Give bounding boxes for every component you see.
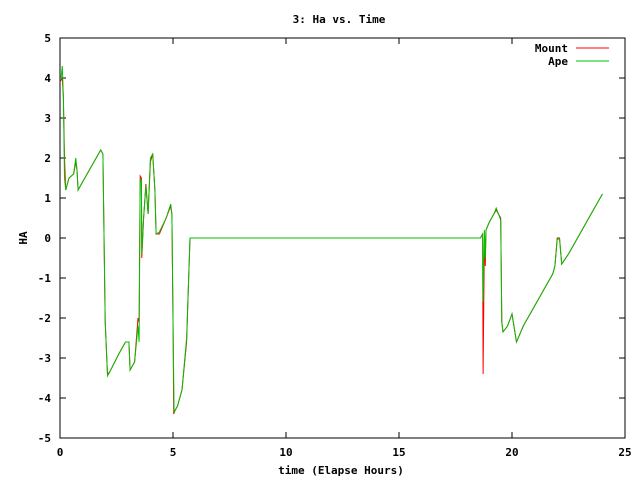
- y-tick-label: -3: [38, 352, 51, 365]
- y-tick-label: 5: [44, 32, 51, 45]
- y-tick-label: -4: [38, 392, 52, 405]
- y-tick-label: -1: [38, 272, 52, 285]
- series-line-ape: [60, 65, 603, 414]
- y-tick-label: 4: [44, 72, 51, 85]
- legend-label-ape: Ape: [548, 55, 568, 68]
- legend-label-mount: Mount: [535, 42, 568, 55]
- series-layer: [59, 65, 603, 415]
- x-tick-label: 15: [392, 446, 405, 459]
- y-tick-label: -5: [38, 432, 51, 445]
- y-tick-label: 1: [44, 192, 51, 205]
- y-tick-label: -2: [38, 312, 51, 325]
- x-axis-label: time (Elapse Hours): [278, 464, 404, 477]
- x-tick-label: 0: [57, 446, 64, 459]
- x-tick-label: 10: [279, 446, 292, 459]
- y-tick-label: 2: [44, 152, 51, 165]
- y-tick-label: 3: [44, 112, 51, 125]
- axis-ticks: 0 5 10 15 20 25 -5 -4 -3 -2 -1 0 1 2 3 4 5: [38, 32, 632, 459]
- x-tick-label: 25: [618, 446, 631, 459]
- x-tick-label: 20: [505, 446, 518, 459]
- x-tick-label: 5: [170, 446, 177, 459]
- y-axis-label: HA: [17, 231, 30, 245]
- y-tick-label: 0: [44, 232, 51, 245]
- chart-title: 3: Ha vs. Time: [293, 13, 386, 26]
